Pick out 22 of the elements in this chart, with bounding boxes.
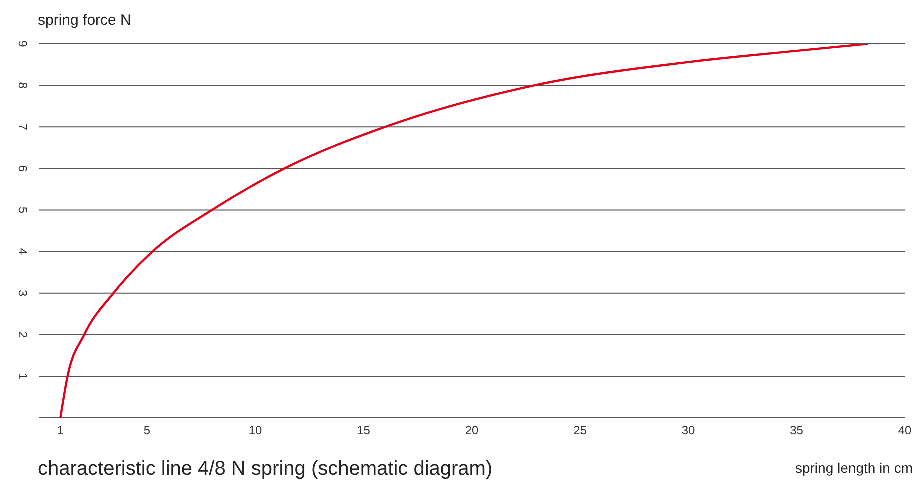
line-series [60,44,870,418]
x-tick-label: 5 [144,424,151,438]
text: characteristic line 4/8 N spring (schematic diagram) [38,458,493,481]
x-tick-label: 35 [790,424,804,438]
y-axis-title: spring force N [38,12,132,29]
y-tick-label: 2 [16,332,30,339]
x-tick-label: 10 [248,424,262,438]
x-tick-label: 20 [465,424,479,438]
y-tick-label: 3 [16,290,30,297]
y-tick-label: 1 [16,373,30,380]
x-tick-label: 40 [898,424,912,438]
y-tick-label: 9 [16,40,30,48]
y-tick-label: 7 [16,124,30,131]
y-tick-label: 6 [16,165,30,172]
x-tick-label: 15 [357,424,371,438]
x-tick-label: 1 [57,424,64,438]
x-axis-title: spring length in cm [795,460,913,476]
y-tick-label: 8 [16,82,30,90]
y-tick-label: 4 [16,248,30,256]
x-tick-label: 25 [574,424,588,438]
x-tick-label: 30 [682,424,696,438]
y-tick-label: 5 [16,206,30,214]
